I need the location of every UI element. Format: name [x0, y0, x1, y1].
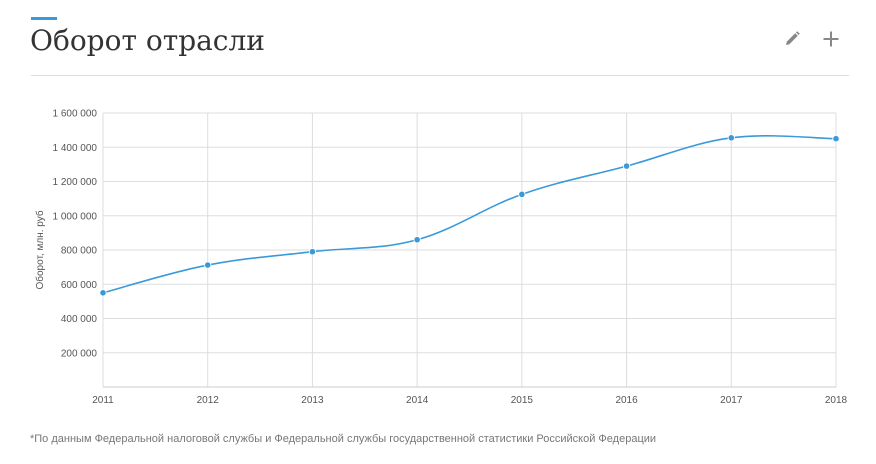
data-point — [413, 236, 421, 244]
y-axis-title: Оборот, млн. руб — [34, 210, 46, 289]
data-point — [622, 162, 631, 170]
data-point — [832, 135, 840, 143]
pencil-icon[interactable] — [781, 28, 803, 50]
y-tick-label: 1 200 000 — [53, 177, 98, 188]
y-tick-label: 1 000 000 — [53, 211, 98, 222]
y-tick-label: 1 600 000 — [53, 109, 98, 120]
x-tick-label: 2018 — [825, 395, 848, 406]
data-point — [308, 248, 317, 256]
page-title: Оборот отрасли — [30, 24, 265, 57]
data-point — [99, 289, 107, 297]
y-tick-label: 600 000 — [61, 280, 98, 291]
x-tick-label: 2012 — [197, 395, 220, 406]
footnote: *По данным Федеральной налоговой службы … — [30, 433, 657, 445]
y-tick-label: 1 400 000 — [53, 143, 98, 154]
x-tick-label: 2016 — [615, 395, 638, 406]
data-point — [518, 190, 526, 198]
data-point — [204, 261, 212, 269]
y-tick-label: 200 000 — [61, 348, 98, 359]
data-point — [727, 134, 735, 142]
x-tick-label: 2011 — [92, 395, 114, 406]
x-tick-label: 2015 — [511, 395, 534, 406]
turnover-line-chart: 200 000 400 000 600 000 800 000 1 000 000 1 2… — [34, 109, 848, 407]
header-divider — [31, 75, 849, 76]
x-tick-label: 2014 — [406, 395, 429, 406]
series-line — [102, 135, 837, 294]
y-tick-label: 800 000 — [61, 246, 98, 257]
y-tick-label: 400 000 — [61, 314, 98, 325]
x-tick-label: 2013 — [301, 395, 324, 406]
x-tick-label: 2017 — [720, 395, 743, 406]
title-accent-bar — [31, 17, 57, 20]
plus-icon[interactable] — [820, 28, 842, 50]
